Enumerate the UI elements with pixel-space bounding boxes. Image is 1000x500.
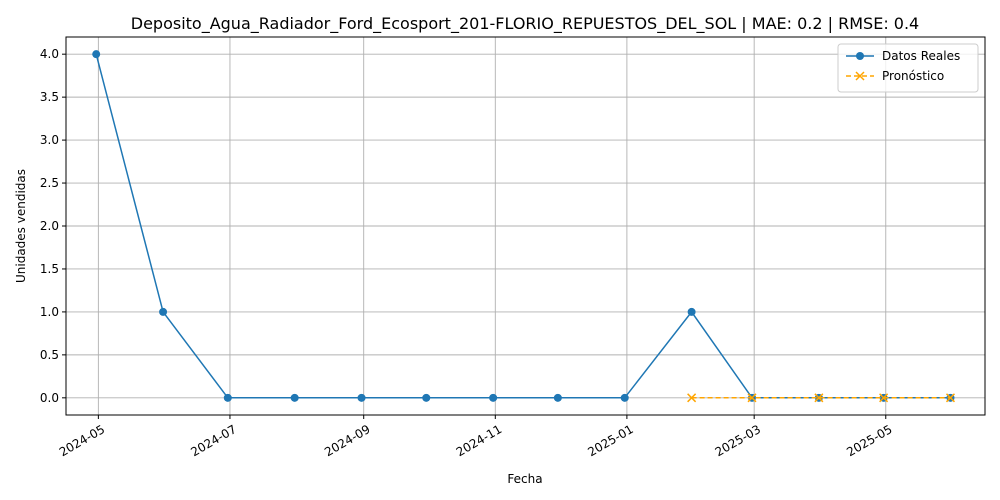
data-point-datos-reales <box>159 307 168 316</box>
data-point-pronostico <box>879 393 889 403</box>
y-tick-label: 1.0 <box>40 305 59 319</box>
chart-title: Deposito_Agua_Radiador_Ford_Ecosport_201… <box>131 14 919 34</box>
data-point-pronostico <box>747 393 757 403</box>
y-tick-label: 2.5 <box>40 176 59 190</box>
data-point-pronostico <box>945 393 956 403</box>
data-point-datos-reales <box>620 393 629 402</box>
legend-label-datos-reales: Datos Reales <box>882 49 960 63</box>
data-point-pronostico <box>687 393 697 403</box>
data-point-datos-reales <box>290 393 299 402</box>
y-tick-label: 0.5 <box>40 348 59 362</box>
data-point-datos-reales <box>553 393 562 402</box>
data-point-datos-reales <box>687 307 696 316</box>
y-axis-label: Unidades vendidas <box>14 169 28 283</box>
data-point-datos-reales <box>489 393 498 402</box>
data-point-datos-reales <box>223 393 232 402</box>
series-group <box>92 50 956 403</box>
legend-marker-datos-reales <box>856 52 864 60</box>
y-tick-label: 3.5 <box>40 90 59 104</box>
data-point-datos-reales <box>357 393 366 402</box>
legend-label-pronostico: Pronóstico <box>882 69 944 83</box>
x-axis-label: Fecha <box>507 472 542 486</box>
y-tick-label: 4.0 <box>40 47 59 61</box>
data-point-pronostico <box>814 393 824 403</box>
data-point-datos-reales <box>422 393 431 402</box>
y-tick-label: 3.0 <box>40 133 59 147</box>
data-point-datos-reales <box>92 50 101 59</box>
y-tick-label: 2.0 <box>40 219 59 233</box>
y-tick-label: 0.0 <box>40 391 59 405</box>
y-tick-label: 1.5 <box>40 262 59 276</box>
legend-marker-pronostico <box>855 71 865 81</box>
legend: Datos Reales Pronóstico <box>837 43 979 93</box>
grid-lines <box>66 37 985 415</box>
